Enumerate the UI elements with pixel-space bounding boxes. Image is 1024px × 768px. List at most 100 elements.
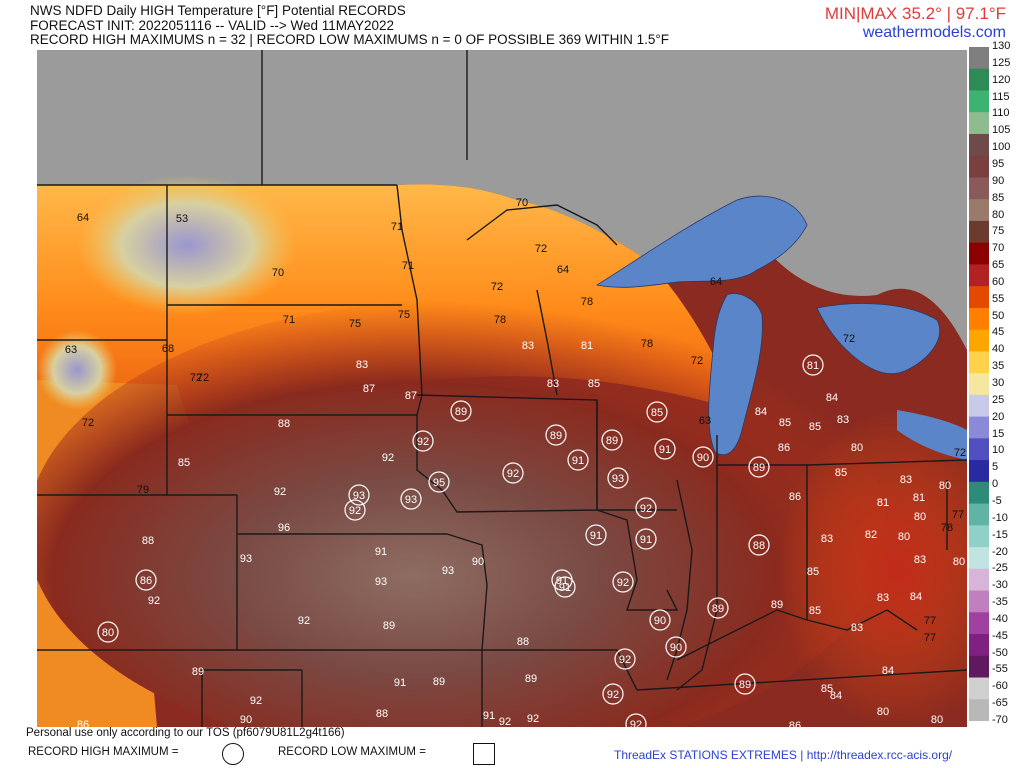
colorbar-tick-label: 5 <box>992 461 999 474</box>
record-high-marker <box>412 430 434 452</box>
colorbar-tick-label: -10 <box>992 511 1008 524</box>
station-value: 89 <box>550 430 562 442</box>
record-high-marker <box>665 636 687 658</box>
station-value: 80 <box>898 531 910 543</box>
station-value: 70 <box>516 197 528 209</box>
record-high-marker <box>567 449 589 471</box>
colorbar-tick-label: -35 <box>992 596 1008 609</box>
station-value: 89 <box>712 603 724 615</box>
station-value: 85 <box>178 457 190 469</box>
colorbar-tick-label: -15 <box>992 528 1008 541</box>
station-value: 71 <box>283 314 295 326</box>
station-value: 92 <box>382 452 394 464</box>
site-link[interactable]: weathermodels.com <box>862 24 1006 41</box>
station-value: 95 <box>433 477 445 489</box>
record-high-circle-icon <box>222 743 244 765</box>
station-value: 92 <box>507 468 519 480</box>
station-value: 85 <box>807 566 819 578</box>
station-value: 91 <box>556 575 568 587</box>
station-value: 91 <box>559 582 571 594</box>
record-high-marker <box>654 438 676 460</box>
station-value: 63 <box>65 344 77 356</box>
colorbar-swatch <box>969 286 989 309</box>
station-value: 92 <box>640 503 652 515</box>
colorbar-tick-label: -70 <box>992 714 1008 726</box>
record-high-marker <box>135 569 157 591</box>
terms-notice: Personal use only according to our TOS (… <box>26 727 345 739</box>
station-value: 91 <box>483 710 495 722</box>
station-value: 77 <box>952 509 964 521</box>
station-value: 85 <box>809 605 821 617</box>
colorbar-tick-label: -45 <box>992 629 1008 642</box>
station-value: 93 <box>353 490 365 502</box>
colorbar-tick-label: 125 <box>992 56 1011 69</box>
colorbar-tick-label: -5 <box>992 494 1002 507</box>
station-value: 83 <box>837 414 849 426</box>
station-value: 92 <box>417 436 429 448</box>
record-high-marker <box>450 400 472 422</box>
forecast-init-line: FORECAST INIT: 2022051116 -- VALID --> W… <box>30 18 395 33</box>
colorbar-swatch <box>969 394 989 418</box>
min-max-readout: MIN|MAX 35.2° | 97.1°F <box>824 4 1006 23</box>
station-value: 85 <box>779 417 791 429</box>
source-credit: ThreadEx STATIONS EXTREMES | http://thre… <box>614 748 953 762</box>
station-value: 83 <box>522 340 534 352</box>
station-value: 53 <box>176 213 188 225</box>
station-value: 70 <box>272 267 284 279</box>
station-value: 86 <box>789 720 801 727</box>
record-count-line: RECORD HIGH MAXIMUMS n = 32 | RECORD LOW… <box>30 32 670 47</box>
record-high-marker <box>625 713 647 727</box>
station-value: 79 <box>137 484 149 496</box>
station-value: 85 <box>835 467 847 479</box>
record-high-marker <box>97 621 119 643</box>
station-value: 90 <box>654 615 666 627</box>
station-value: 89 <box>455 406 467 418</box>
station-value: 93 <box>405 494 417 506</box>
station-value: 80 <box>877 706 889 718</box>
record-high-marker <box>545 424 567 446</box>
station-value: 89 <box>606 435 618 447</box>
record-high-marker <box>344 499 366 521</box>
colorbar-swatch <box>969 177 989 200</box>
station-value: 86 <box>778 442 790 454</box>
record-high-marker <box>400 488 422 510</box>
station-value: 93 <box>240 553 252 565</box>
colorbar-tick-label: 15 <box>992 427 1005 440</box>
station-value: 83 <box>547 378 559 390</box>
colorbar-swatch <box>969 264 989 287</box>
station-value: 84 <box>882 665 894 677</box>
colorbar-tick-label: 40 <box>992 343 1005 356</box>
station-value: 86 <box>140 575 152 587</box>
colorbar-swatch <box>969 438 989 461</box>
station-value: 83 <box>821 533 833 545</box>
station-value: 90 <box>240 714 252 726</box>
station-value: 88 <box>753 540 765 552</box>
station-value: 93 <box>442 565 454 577</box>
colorbar-swatch <box>969 525 989 548</box>
record-high-marker <box>612 571 634 593</box>
station-value: 77 <box>924 615 936 627</box>
legend-record-high-label: RECORD HIGH MAXIMUM = <box>28 746 179 758</box>
station-value: 71 <box>391 221 403 233</box>
colorbar-swatch <box>969 329 989 352</box>
station-value: 91 <box>590 530 602 542</box>
station-value: 63 <box>699 415 711 427</box>
station-value: 75 <box>349 318 361 330</box>
colorbar-tick-label: -30 <box>992 579 1008 592</box>
colorbar-tick-label: 35 <box>992 360 1005 373</box>
station-value: 92 <box>298 615 310 627</box>
station-value: 78 <box>941 522 953 534</box>
station-value: 78 <box>494 314 506 326</box>
station-value: 72 <box>535 243 547 255</box>
colorbar-swatch <box>969 90 989 113</box>
colorbar-swatch <box>969 112 989 135</box>
colorbar-swatch <box>969 373 989 396</box>
colorbar-tick-label: 80 <box>992 208 1005 221</box>
station-value: 83 <box>851 622 863 634</box>
station-value: 83 <box>900 474 912 486</box>
title-line: NWS NDFD Daily HIGH Temperature [°F] Pot… <box>30 3 406 18</box>
colorbar-tick-label: 110 <box>992 107 1010 120</box>
record-high-marker <box>502 462 524 484</box>
station-value: 75 <box>398 309 410 321</box>
